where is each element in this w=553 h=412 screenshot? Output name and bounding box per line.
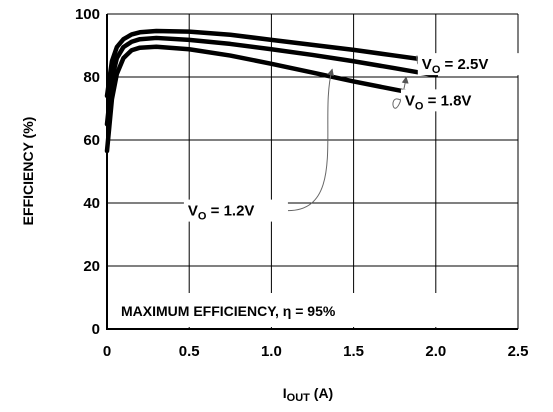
series-lines	[104, 28, 439, 154]
series-label: VO = 1.2V	[188, 203, 255, 223]
series-line-1	[104, 35, 439, 127]
x-axis-title: IOUT (A)	[283, 385, 333, 404]
y-tick-label: 0	[92, 321, 100, 338]
x-tick-label: 0	[103, 343, 111, 360]
x-tick-label: 1.5	[343, 343, 364, 360]
series-label-bg	[183, 199, 288, 222]
x-tick-label: 2.5	[508, 343, 529, 360]
y-tick-label: 40	[83, 195, 100, 212]
annotation-box	[112, 293, 442, 327]
series-label: VO = 2.5V	[422, 56, 489, 76]
max-efficiency-annotation: MAXIMUM EFFICIENCY, η = 95%	[121, 303, 336, 319]
y-tick-labels: 0 20 40 60 80 100	[75, 6, 100, 338]
y-tick-label: 60	[83, 132, 100, 149]
plot-frame	[106, 14, 518, 330]
y-tick-label: 80	[83, 69, 100, 86]
series-label-bg	[400, 89, 505, 112]
series-line-0	[104, 28, 439, 99]
callout-arrows	[287, 55, 438, 212]
callout-arrow	[287, 68, 334, 212]
x-tick-label: 1.0	[261, 343, 282, 360]
y-tick-label: 100	[75, 6, 100, 23]
series-label-bg	[417, 53, 522, 76]
series-line-2	[104, 44, 439, 154]
series-label: VO = 1.8V	[405, 92, 472, 112]
y-axis-title: EFFICIENCY (%)	[20, 117, 36, 226]
x-tick-label: 2.0	[425, 343, 446, 360]
series-labels: VO = 1.2V VO = 2.5V VO = 1.8V	[183, 53, 522, 223]
x-tick-labels: 0 0.5 1.0 1.5 2.0 2.5	[103, 343, 529, 360]
y-tick-label: 20	[83, 258, 100, 275]
x-tick-label: 0.5	[179, 343, 200, 360]
